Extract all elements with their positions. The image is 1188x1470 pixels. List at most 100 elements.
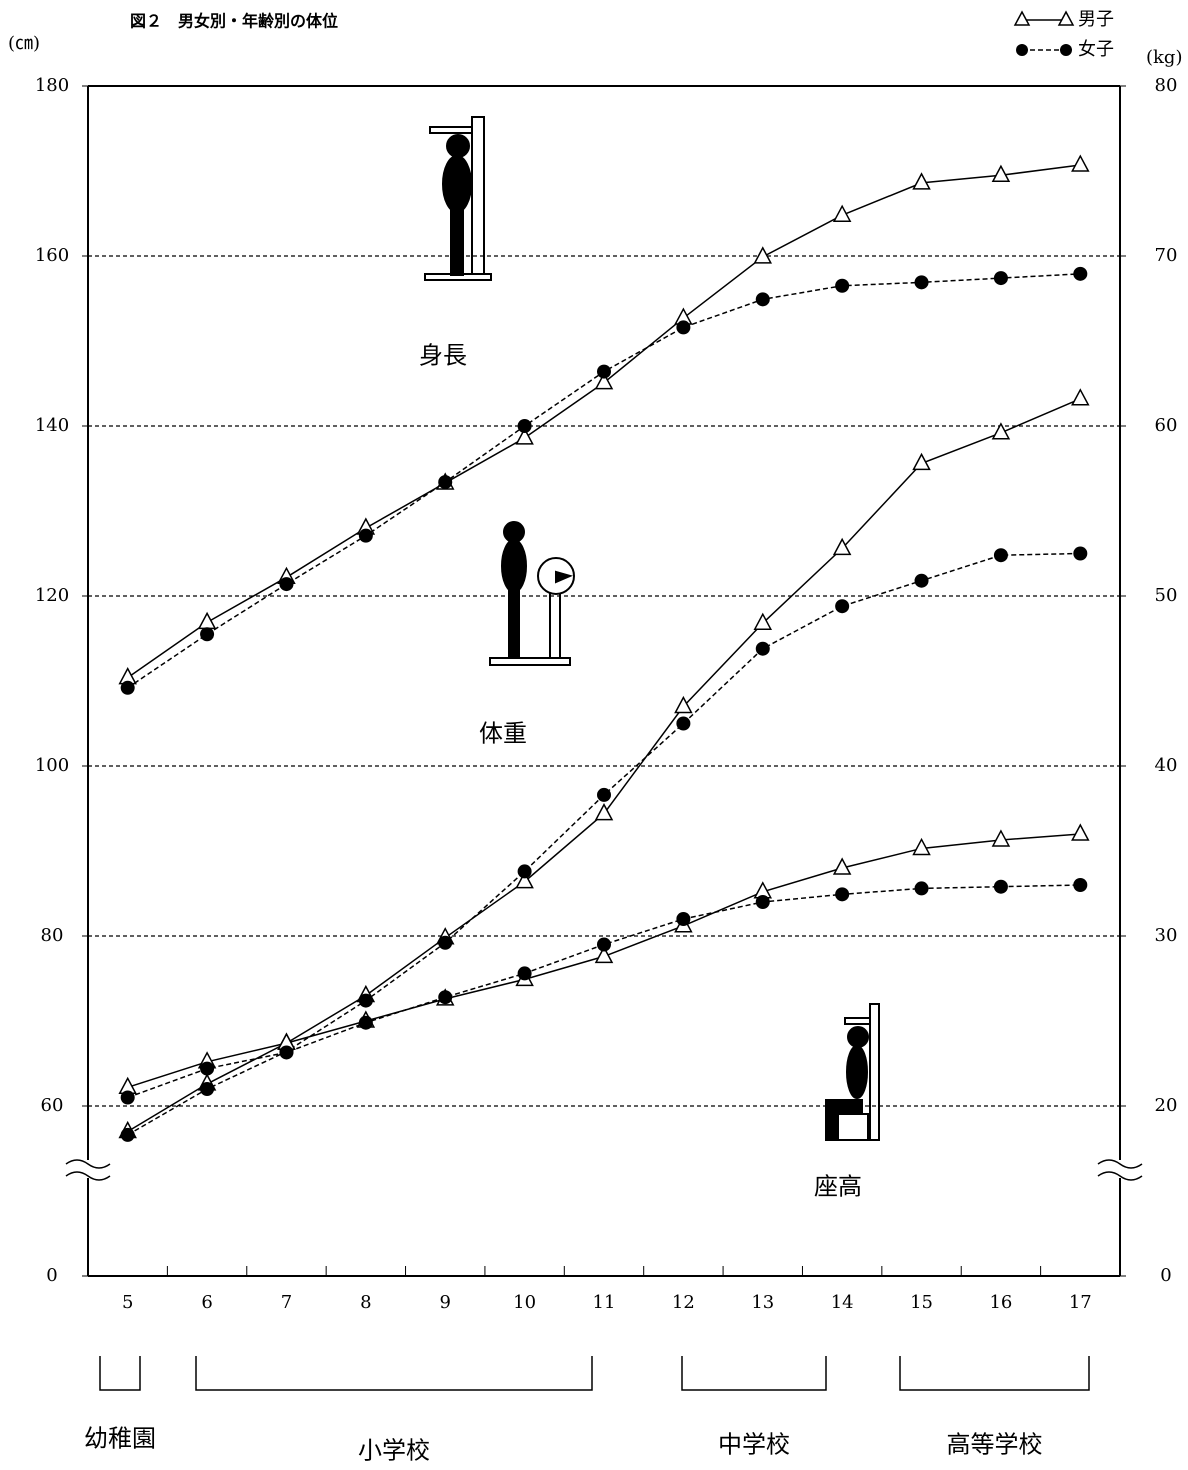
point — [200, 1061, 215, 1076]
y2-tick-label: 0 — [1160, 1265, 1171, 1286]
point — [674, 695, 693, 714]
point — [676, 716, 691, 731]
point — [755, 895, 770, 909]
point — [832, 537, 852, 556]
point — [912, 837, 931, 856]
axis-break — [1097, 1171, 1143, 1181]
x-tick-label: 5 — [122, 1292, 133, 1313]
y-unit: (㎝) — [8, 33, 40, 54]
point — [597, 937, 611, 952]
y-tick-label: 120 — [35, 585, 69, 606]
point — [120, 680, 135, 695]
y2-tick-label: 60 — [1155, 415, 1178, 436]
point — [914, 573, 929, 588]
point — [993, 879, 1008, 894]
point — [594, 803, 614, 821]
point — [993, 271, 1008, 286]
measure-label: 座高 — [814, 1173, 862, 1201]
series-line — [127, 552, 1081, 1136]
point — [594, 372, 614, 390]
x-tick-label: 8 — [360, 1292, 371, 1313]
point — [358, 993, 373, 1008]
point — [676, 320, 691, 335]
point — [991, 829, 1011, 847]
x-tick-label: 7 — [281, 1292, 292, 1313]
chart-title: 図２ 男女別・年齢別の体位 — [130, 12, 338, 31]
x-tick-label: 9 — [440, 1292, 451, 1313]
axis-break-gap — [1098, 1160, 1142, 1178]
point — [120, 1090, 135, 1105]
school-bracket — [899, 1356, 1090, 1391]
point — [1073, 878, 1088, 892]
x-tick-label: 17 — [1069, 1292, 1092, 1313]
point — [755, 292, 770, 307]
x-tick-label: 6 — [201, 1292, 212, 1313]
school-label: 小学校 — [358, 1437, 430, 1465]
x-tick-label: 13 — [751, 1292, 774, 1313]
series-line — [127, 398, 1081, 1133]
point — [515, 427, 534, 445]
y2-tick-label: 70 — [1155, 245, 1178, 266]
y-tick-label: 0 — [46, 1265, 57, 1286]
series-line — [127, 273, 1081, 689]
x-tick-label: 11 — [593, 1292, 616, 1313]
x-tick-label: 14 — [831, 1292, 854, 1313]
point — [517, 864, 532, 879]
y-tick-label: 160 — [35, 245, 69, 266]
legend-marker — [1016, 44, 1028, 56]
point — [914, 275, 929, 290]
point — [594, 945, 614, 964]
point — [755, 641, 770, 656]
point — [835, 278, 850, 293]
school-bracket — [195, 1356, 593, 1391]
school-bracket — [681, 1356, 827, 1391]
point — [832, 204, 852, 222]
point — [358, 528, 373, 543]
y-tick-label: 100 — [35, 755, 69, 776]
y-tick-label: 180 — [35, 75, 69, 96]
y2-tick-label: 40 — [1155, 755, 1178, 776]
point — [912, 452, 931, 471]
y-tick-label: 80 — [41, 925, 64, 946]
point — [835, 599, 850, 614]
point — [438, 475, 453, 490]
y2-tick-label: 50 — [1155, 585, 1178, 606]
point — [753, 246, 773, 264]
point — [835, 887, 850, 902]
point — [1071, 154, 1090, 172]
point — [912, 172, 931, 190]
point — [279, 1045, 294, 1060]
point — [914, 881, 929, 896]
school-label: 幼稚園 — [84, 1425, 156, 1453]
y-tick-label: 60 — [41, 1095, 64, 1116]
y-tick-label: 140 — [35, 415, 69, 436]
point — [597, 787, 611, 802]
point — [200, 627, 215, 642]
axis-break-gap — [66, 1160, 110, 1178]
school-label: 中学校 — [718, 1431, 790, 1459]
y2-unit: (kg) — [1146, 47, 1182, 68]
point — [991, 164, 1011, 182]
point — [993, 548, 1008, 563]
point — [197, 611, 217, 630]
x-tick-label: 16 — [989, 1292, 1012, 1313]
icons — [424, 116, 880, 1141]
y2-tick-label: 80 — [1155, 75, 1178, 96]
legend-marker — [1013, 10, 1031, 26]
point — [991, 422, 1011, 440]
measure-label: 体重 — [479, 720, 527, 748]
point — [438, 990, 453, 1005]
y2-tick-label: 30 — [1155, 925, 1178, 946]
point — [753, 612, 773, 630]
point — [597, 364, 611, 379]
point — [358, 1015, 373, 1030]
point — [1073, 266, 1088, 281]
x-tick-label: 15 — [910, 1292, 933, 1313]
point — [279, 577, 294, 592]
point — [1073, 546, 1088, 561]
point — [1071, 823, 1090, 841]
series-line — [127, 164, 1081, 679]
legend-marker — [1057, 10, 1075, 26]
point — [832, 857, 852, 875]
x-tick-label: 10 — [513, 1292, 536, 1313]
